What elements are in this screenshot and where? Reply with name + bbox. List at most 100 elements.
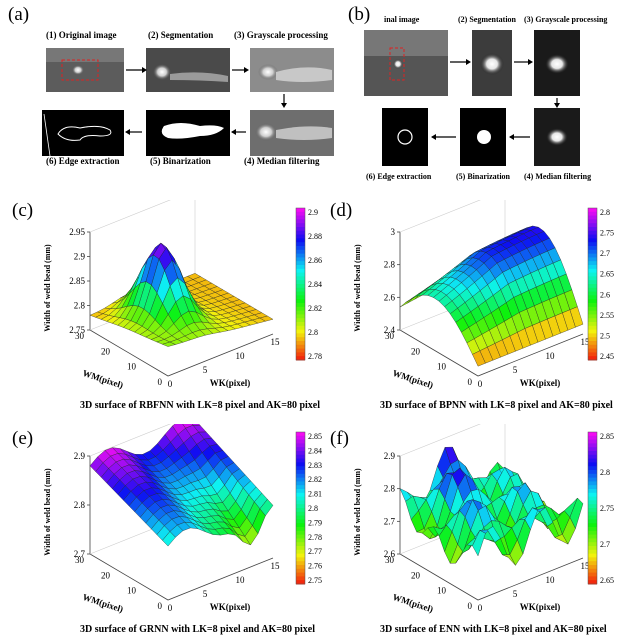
panel-e-label: (e)	[12, 428, 34, 449]
colorbar-tick-label: 2.5	[600, 331, 610, 340]
caption-c: 3D surface of RBFNN with LK=8 pixel and …	[80, 400, 321, 411]
caption-f: 3D surface of ENN with LK=8 pixel and AK…	[380, 624, 607, 635]
colorbar-segment	[588, 477, 597, 482]
colorbar-segment	[588, 443, 597, 448]
colorbar-segment	[588, 234, 597, 239]
step-b-binarization: (5) Binarization	[456, 172, 510, 181]
colorbar-segment	[588, 310, 597, 315]
colorbar-tick-label: 2.85	[308, 432, 322, 441]
colorbar-segment	[588, 303, 597, 308]
colorbar-segment	[588, 341, 597, 346]
colorbar-tick-label: 2.84	[308, 280, 322, 289]
colorbar-segment	[588, 253, 597, 258]
colorbar-segment	[588, 500, 597, 505]
x-tick-label: 5	[513, 365, 518, 375]
colorbar-segment	[296, 504, 305, 509]
colorbar-tick-label: 2.82	[308, 475, 322, 484]
z-tick-label: 2.7	[74, 549, 86, 559]
y-tick-label: 30	[75, 555, 85, 565]
x-tick-label: 5	[203, 589, 208, 599]
colorbar-segment	[588, 265, 597, 270]
colorbar-segment	[296, 447, 305, 452]
colorbar-segment	[588, 261, 597, 266]
colorbar-segment	[296, 470, 305, 475]
colorbar-segment	[296, 492, 305, 498]
colorbar-segment	[296, 435, 305, 441]
y-tick-label: 0	[158, 377, 163, 387]
z-tick-label: 2.85	[69, 276, 85, 286]
colorbar-segment	[588, 276, 597, 281]
y-axis-label: WM(pixel)	[391, 368, 434, 390]
step-segmentation: (2) Segmentation	[148, 30, 214, 40]
y-tick-label: 30	[75, 331, 85, 341]
b-median-thumb	[534, 108, 580, 166]
colorbar-segment	[296, 325, 305, 331]
y-tick-label: 10	[127, 362, 137, 372]
colorbar-segment	[296, 500, 305, 505]
colorbar-segment	[588, 249, 597, 255]
chart-f: 2.9 2.8 2.7 2.6 0 5 10 15 30 20 10 0 WK(pixel) WM(pix…	[353, 424, 614, 614]
step-median-filtering: (4) Median filtering	[244, 156, 320, 166]
colorbar-segment	[588, 257, 597, 262]
colorbar-segment	[296, 546, 305, 551]
step-binarization: (5) Binarization	[150, 156, 211, 166]
colorbar-segment	[296, 257, 305, 262]
colorbar-segment	[588, 492, 597, 498]
z-tick-label: 2.8	[74, 301, 86, 311]
colorbar-segment	[588, 337, 597, 342]
step-b-grayscale: (3) Grayscale processing	[524, 15, 608, 24]
colorbar-segment	[296, 466, 305, 471]
colorbar-segment	[588, 280, 597, 285]
colorbar-segment	[296, 527, 305, 532]
colorbar-tick-label: 2.85	[600, 432, 614, 441]
colorbar-segment	[588, 215, 597, 220]
colorbar-segment	[588, 447, 597, 452]
colorbar-segment	[296, 580, 305, 585]
colorbar-tick-label: 2.55	[600, 311, 614, 320]
colorbar-segment	[296, 538, 305, 543]
colorbar-segment	[296, 489, 305, 494]
colorbar-tick-label: 2.7	[600, 249, 610, 258]
colorbar-segment	[588, 246, 597, 251]
b-grayscale-thumb	[534, 30, 580, 96]
panel-d-label: (d)	[330, 200, 353, 221]
colorbar-segment	[296, 341, 305, 346]
colorbar-segment	[296, 215, 305, 220]
colorbar-tick-label: 2.78	[308, 533, 322, 542]
caption-d: 3D surface of BPNN with LK=8 pixel and A…	[380, 400, 613, 411]
z-tick-label: 2.6	[384, 292, 396, 302]
colorbar-segment	[296, 553, 305, 558]
colorbar-segment	[588, 504, 597, 509]
colorbar-segment	[588, 576, 597, 581]
colorbar-segment	[588, 454, 597, 460]
colorbar-segment	[588, 291, 597, 296]
colorbar-segment	[588, 546, 597, 551]
colorbar-segment	[296, 208, 305, 213]
colorbar-segment	[588, 223, 597, 228]
colorbar-segment	[588, 306, 597, 312]
step-original-image: (1) Original image	[46, 30, 117, 40]
y-tick-label: 20	[411, 570, 421, 580]
colorbar-segment	[588, 515, 597, 520]
colorbar-segment	[296, 348, 305, 353]
axis-base	[89, 329, 274, 377]
colorbar-segment	[588, 439, 597, 444]
z-axis-label: Width of weld bead (mm)	[43, 468, 52, 556]
colorbar-segment	[296, 477, 305, 482]
colorbar-segment	[296, 572, 305, 577]
colorbar-tick-label: 2.8	[308, 504, 318, 513]
colorbar-segment	[296, 211, 305, 217]
x-tick-label: 15	[581, 337, 591, 347]
colorbar-tick-label: 2.65	[600, 576, 614, 585]
axis-base	[89, 553, 274, 601]
b-binarization-thumb	[460, 108, 506, 166]
colorbar-tick-label: 2.77	[308, 547, 322, 556]
colorbar-tick-label: 2.45	[600, 352, 614, 361]
colorbar-segment	[296, 227, 305, 232]
colorbar-tick-label: 2.86	[308, 256, 322, 265]
colorbar-segment	[588, 238, 597, 243]
colorbar-segment	[588, 435, 597, 441]
colorbar-segment	[588, 227, 597, 232]
colorbar-segment	[588, 534, 597, 539]
surface-cell	[569, 497, 584, 530]
